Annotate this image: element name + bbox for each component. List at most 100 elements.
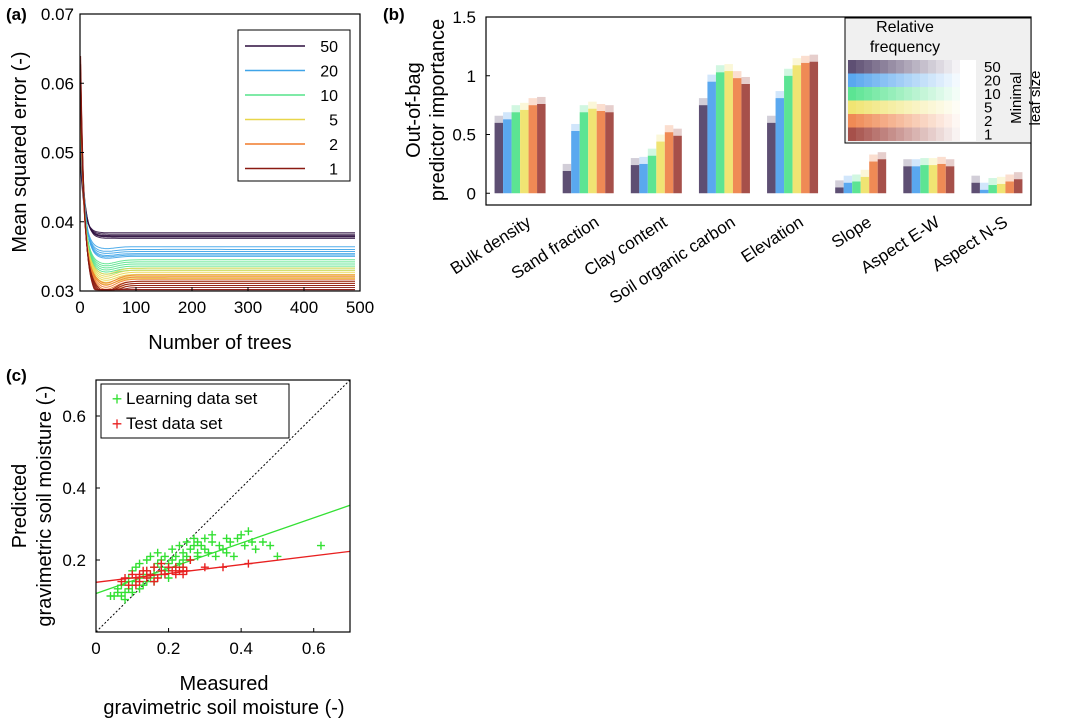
test-point: [171, 563, 180, 572]
series-10-run-4: [80, 108, 355, 269]
legend-swatch-5: [952, 100, 960, 114]
bar-spread-10: [511, 105, 521, 113]
legend-swatch-1: [896, 127, 904, 141]
test-point: [142, 574, 151, 582]
panel-c-legend-learning-marker: +: [112, 389, 123, 409]
bar-clay-content-2: [664, 132, 674, 194]
panel-a-legend-entries: 50 20 10 5 2 1: [245, 39, 338, 179]
legend-swatch-10: [968, 87, 976, 101]
bar-spread-50: [698, 98, 708, 106]
learning-point: [233, 534, 242, 543]
test-point: [128, 570, 137, 579]
bar-sand-fraction-2: [596, 111, 606, 194]
learning-point: [121, 595, 130, 604]
legend-swatch-50: [936, 60, 944, 74]
legend-swatch-5: [920, 100, 928, 114]
series-20-run-6: [80, 138, 355, 250]
legend-swatch-10: [872, 87, 880, 101]
bar-spread-5: [928, 158, 938, 166]
panel-b-bars: [494, 54, 1023, 194]
legend-label-20: 20: [320, 64, 338, 81]
legend-swatch-20: [904, 73, 912, 87]
series-10-run-5: [80, 116, 355, 267]
learning-point: [153, 548, 162, 557]
bar-spread-1: [741, 76, 750, 84]
legend-swatch-20: [928, 73, 936, 87]
learning-point: [208, 538, 217, 546]
legend-swatch-5: [872, 100, 880, 114]
bar-spread-5: [656, 134, 665, 142]
bar-spread-10: [784, 68, 793, 76]
panel-a: (a) 0 100 200 300 400 500 0.03 0.04 0.05 0.06 0.07…: [6, 5, 374, 354]
series-10-run-3: [80, 100, 355, 271]
panel-b-ylabel-line2: predictor importance: [427, 19, 449, 201]
legend-swatch-10: [912, 87, 920, 101]
learning-point: [244, 527, 253, 536]
test-point: [124, 581, 133, 590]
bar-slope-20: [843, 182, 853, 194]
y-tick-label: 1.5: [452, 8, 476, 27]
y-tick-label: 0.4: [62, 479, 86, 498]
legend-swatch-20: [936, 73, 944, 87]
legend-swatch-10: [936, 87, 944, 101]
legend-label-2: 2: [984, 113, 992, 130]
bar-bulk-density-50: [494, 122, 504, 194]
x-tick-label: 0: [75, 298, 84, 317]
legend-swatch-20: [912, 73, 920, 87]
series-5-run-5: [80, 109, 355, 277]
learning-point: [139, 581, 148, 590]
test-point: [157, 559, 166, 568]
bar-spread-50: [494, 115, 504, 123]
x-tick-label: 0.6: [302, 639, 326, 658]
bar-elevation-2: [801, 62, 810, 194]
panel-a-ylabel: Mean squared error (-): [9, 51, 31, 252]
learning-fit-line: [95, 504, 351, 595]
legend-swatch-5: [848, 100, 856, 114]
legend-swatch-10: [904, 87, 912, 101]
bar-spread-1: [673, 128, 682, 136]
legend-swatch-10: [864, 87, 872, 101]
legend-swatch-50: [872, 60, 880, 74]
learning-point: [182, 552, 191, 561]
bar-spread-2: [1005, 174, 1014, 182]
series-5-run-3: [80, 93, 355, 281]
learning-point: [222, 548, 231, 557]
series-10-run-6: [80, 124, 355, 265]
legend-swatch-20: [944, 73, 952, 87]
legend-swatch-20: [880, 73, 888, 87]
legend-swatch-2: [864, 114, 872, 128]
legend-swatch-5: [912, 100, 920, 114]
learning-point: [160, 552, 169, 561]
test-point: [157, 566, 166, 575]
bar-slope-5: [860, 176, 870, 194]
bar-spread-20: [843, 175, 853, 183]
bar-spread-2: [869, 154, 878, 162]
bar-slope-50: [835, 187, 844, 194]
legend-swatch-2: [848, 114, 856, 128]
category-label-elevation: Elevation: [738, 212, 807, 266]
bar-soil-organic-carbon-2: [732, 78, 742, 194]
learning-point: [222, 534, 231, 543]
x-tick-label: 100: [122, 298, 150, 317]
panel-a-label: (a): [6, 5, 27, 24]
bar-aspect-e-w-10: [920, 165, 929, 194]
legend-swatch-1: [880, 127, 888, 141]
legend-swatch-5: [856, 100, 864, 114]
panel-b-legend-title-line1: Relative: [876, 19, 934, 36]
legend-swatch-2: [928, 114, 936, 128]
learning-point: [131, 563, 140, 572]
learning-point: [128, 588, 137, 597]
legend-label-20: 20: [984, 73, 1001, 90]
bar-clay-content-50: [630, 165, 640, 194]
series-50-run-5: [80, 157, 355, 235]
x-tick-label: 0: [91, 639, 100, 658]
y-tick-label: 0.05: [41, 144, 74, 163]
learning-point: [237, 530, 246, 539]
test-point: [150, 577, 159, 586]
legend-swatch-1: [912, 127, 920, 141]
series-2-run-6: [80, 111, 355, 284]
panel-c-label: (c): [6, 366, 27, 385]
bar-bulk-density-20: [503, 119, 512, 194]
bar-slope-10: [852, 181, 861, 194]
